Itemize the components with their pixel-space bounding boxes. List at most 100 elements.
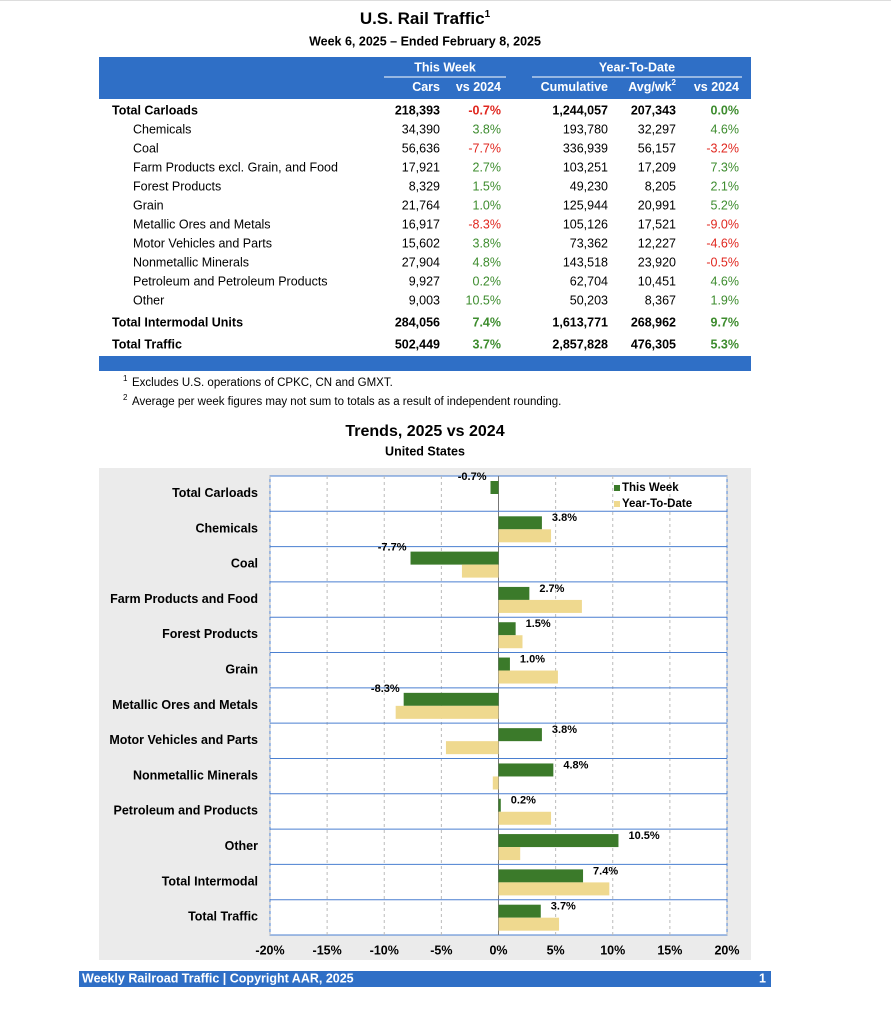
value-label: 3.7% (551, 901, 576, 913)
column-header: Cumulative (541, 80, 608, 94)
table-cell: 7.4% (473, 315, 502, 329)
bar (498, 847, 521, 861)
table-cell: 1.0% (473, 198, 502, 212)
table-cell: 8,205 (645, 179, 676, 193)
row-label: Forest Products (133, 179, 221, 193)
table-cell: -3.2% (706, 141, 739, 155)
legend-swatch (614, 501, 620, 507)
table-cell: 1,613,771 (552, 315, 608, 329)
table-cell: 0.2% (473, 274, 502, 288)
x-tick-label: 20% (714, 943, 739, 957)
table-cell: -7.7% (468, 141, 501, 155)
table-cell: 336,939 (563, 141, 608, 155)
bar (498, 834, 619, 848)
column-header-text: Avg/wk (628, 80, 671, 94)
table-cell: 73,362 (570, 236, 608, 250)
table-cell: 2.7% (473, 160, 502, 174)
category-label: Forest Products (162, 627, 258, 641)
footer-text: Weekly Railroad Traffic | Copyright AAR,… (82, 971, 354, 985)
value-label: 2.7% (539, 583, 564, 595)
bar (498, 763, 554, 777)
row-label: Coal (133, 141, 159, 155)
bar (403, 692, 499, 706)
table-cell: 1,244,057 (552, 103, 608, 117)
column-header: vs 2024 (694, 80, 739, 94)
table-cell: 9,003 (409, 293, 440, 307)
table-cell: 9.7% (711, 315, 740, 329)
table-cell: 4.8% (473, 255, 502, 269)
x-tick-label: -15% (313, 943, 342, 957)
footnote-mark: 1 (123, 374, 128, 383)
value-label: 0.2% (511, 795, 536, 807)
x-tick-label: -5% (430, 943, 452, 957)
footnote-text: Excludes U.S. operations of CPKC, CN and… (132, 377, 393, 389)
column-header: Cars (412, 80, 440, 94)
table-cell: 15,602 (402, 236, 440, 250)
column-header-text: Cumulative (541, 80, 608, 94)
table-cell: 476,305 (631, 337, 676, 351)
bar (490, 481, 499, 494)
row-label: Total Traffic (112, 337, 182, 351)
value-label: 7.4% (593, 865, 618, 877)
table-cell: 10,451 (638, 274, 676, 288)
doc-title: U.S. Rail Traffic1 (360, 9, 491, 29)
table-cell: 218,393 (395, 103, 440, 117)
table-cell: 9,927 (409, 274, 440, 288)
value-label: -0.7% (458, 471, 487, 483)
table-cell: 207,343 (631, 103, 676, 117)
x-tick-label: -20% (255, 943, 284, 957)
bar (445, 741, 499, 755)
x-tick-label: 0% (489, 943, 507, 957)
category-label: Metallic Ores and Metals (112, 698, 258, 712)
group-header: Year-To-Date (599, 60, 675, 74)
bar (498, 728, 542, 742)
table-cell: 17,521 (638, 217, 676, 231)
value-label: 1.5% (526, 618, 551, 630)
table-cell: 7.3% (711, 160, 740, 174)
table-bottom-band (99, 356, 751, 371)
column-note: 2 (672, 78, 677, 87)
footer-band (79, 971, 771, 987)
chart-title: Trends, 2025 vs 2024 (345, 423, 504, 440)
category-label: Chemicals (195, 521, 258, 535)
table-cell: 17,209 (638, 160, 676, 174)
row-label: Total Intermodal Units (112, 315, 243, 329)
table-cell: 284,056 (395, 315, 440, 329)
table-cell: 103,251 (563, 160, 608, 174)
category-label: Other (225, 839, 258, 853)
value-label: 4.8% (563, 759, 588, 771)
bar (498, 904, 541, 918)
table-cell: 49,230 (570, 179, 608, 193)
table-cell: 0.0% (711, 103, 740, 117)
bar (395, 705, 499, 719)
row-label: Nonmetallic Minerals (133, 255, 249, 269)
row-label: Grain (133, 198, 164, 212)
table-cell: 105,126 (563, 217, 608, 231)
category-label: Total Carloads (172, 486, 258, 500)
bar (492, 776, 499, 790)
category-label: Grain (225, 662, 258, 676)
row-label: Total Carloads (112, 103, 198, 117)
table-cell: 143,518 (563, 255, 608, 269)
group-header: This Week (414, 60, 476, 74)
table-cell: -4.6% (706, 236, 739, 250)
bar (498, 798, 501, 812)
x-tick-label: 5% (547, 943, 565, 957)
table-cell: 1.5% (473, 179, 502, 193)
category-label: Nonmetallic Minerals (133, 768, 258, 782)
table-cell: 3.8% (473, 122, 502, 136)
bar (498, 811, 552, 825)
bar (498, 670, 558, 684)
table-cell: 502,449 (395, 337, 440, 351)
category-label: Total Intermodal (162, 874, 258, 888)
table-cell: 1.9% (711, 293, 740, 307)
table-cell: 17,921 (402, 160, 440, 174)
category-label: Petroleum and Products (114, 804, 259, 818)
category-label: Coal (231, 557, 258, 571)
bar (498, 635, 523, 649)
bar (498, 529, 552, 543)
table-cell: 16,917 (402, 217, 440, 231)
table-cell: 21,764 (402, 198, 440, 212)
table-cell: 50,203 (570, 293, 608, 307)
